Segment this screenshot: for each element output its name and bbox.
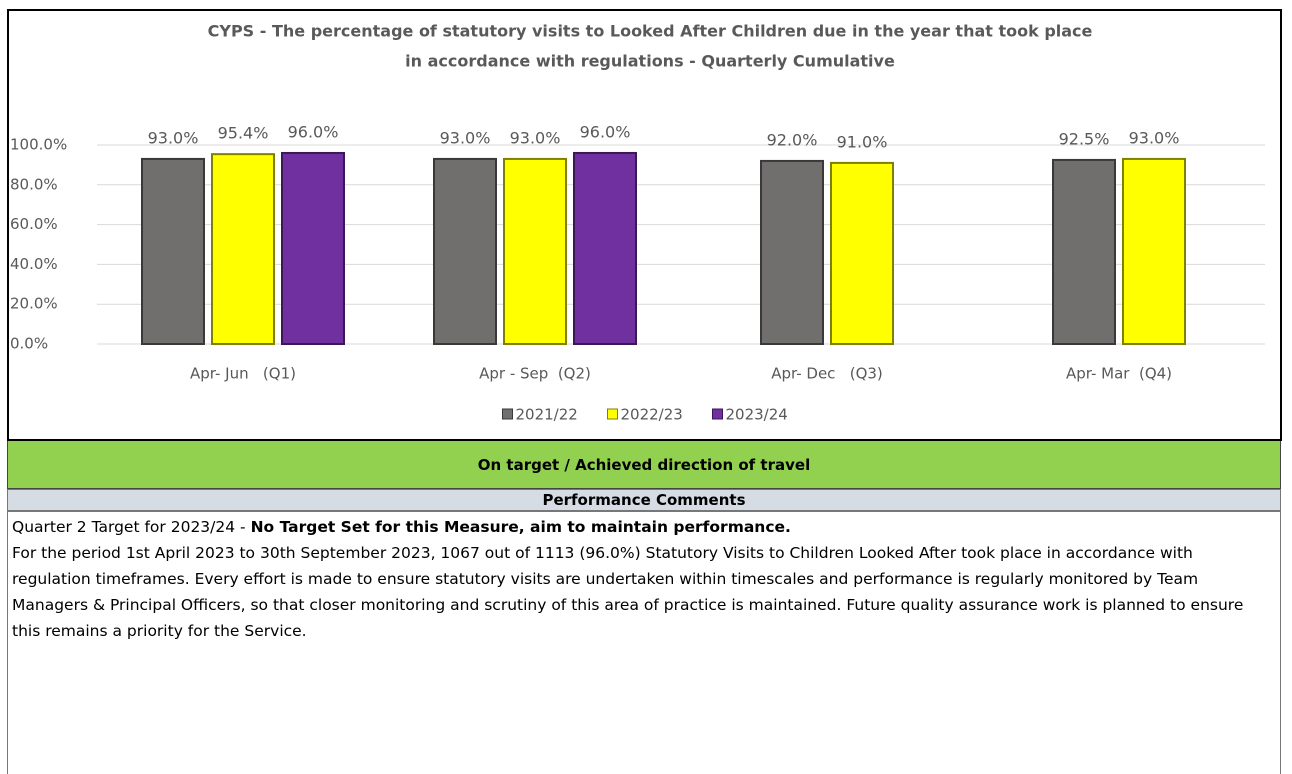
value-label: 91.0% <box>837 132 888 151</box>
legend-swatch <box>712 408 723 420</box>
bar <box>141 157 205 345</box>
bar <box>211 153 275 345</box>
y-tick-label: 100.0% <box>10 136 67 154</box>
x-tick-label: Apr - Sep (Q2) <box>479 365 591 383</box>
x-tick-label: Apr- Dec (Q3) <box>771 365 883 383</box>
x-tick-label: Apr- Jun (Q1) <box>190 365 296 383</box>
bar <box>1052 158 1116 345</box>
comments-body: Quarter 2 Target for 2023/24 - No Target… <box>7 511 1281 774</box>
bar <box>760 159 824 345</box>
value-label: 96.0% <box>288 122 339 141</box>
chart-subtitle: in accordance with regulations - Quarter… <box>405 52 895 71</box>
chart: CYPS - The percentage of statutory visit… <box>7 9 1282 441</box>
target-prefix: Quarter 2 Target for 2023/24 - <box>12 518 251 536</box>
bar <box>830 161 894 345</box>
bar <box>503 157 567 345</box>
status-banner: On target / Achieved direction of travel <box>7 441 1281 489</box>
bar <box>281 151 345 345</box>
bar <box>573 151 637 345</box>
value-label: 95.4% <box>218 124 269 143</box>
value-label: 96.0% <box>580 122 631 141</box>
comments-heading: Performance Comments <box>7 489 1281 511</box>
x-tick-label: Apr- Mar (Q4) <box>1066 365 1172 383</box>
chart-title: CYPS - The percentage of statutory visit… <box>208 22 1093 41</box>
value-label: 93.0% <box>440 128 491 147</box>
value-label: 93.0% <box>510 128 561 147</box>
bar <box>1122 157 1186 345</box>
value-label: 93.0% <box>148 128 199 147</box>
legend-swatch <box>607 408 618 420</box>
value-label: 92.5% <box>1059 129 1110 148</box>
legend-label: 2022/23 <box>621 406 683 424</box>
legend-swatch <box>502 408 513 420</box>
y-tick-label: 40.0% <box>10 255 58 273</box>
y-tick-label: 80.0% <box>10 175 58 193</box>
bar <box>433 157 497 345</box>
legend-label: 2023/24 <box>726 406 788 424</box>
target-bold: No Target Set for this Measure, aim to m… <box>250 518 791 536</box>
value-label: 92.0% <box>767 130 818 149</box>
legend-label: 2021/22 <box>516 406 578 424</box>
value-label: 93.0% <box>1129 128 1180 147</box>
y-tick-label: 60.0% <box>10 215 58 233</box>
target-line: Quarter 2 Target for 2023/24 - No Target… <box>12 514 1274 540</box>
y-tick-label: 0.0% <box>10 335 48 353</box>
y-tick-label: 20.0% <box>10 295 58 313</box>
comments-text: For the period 1st April 2023 to 30th Se… <box>12 544 1244 640</box>
